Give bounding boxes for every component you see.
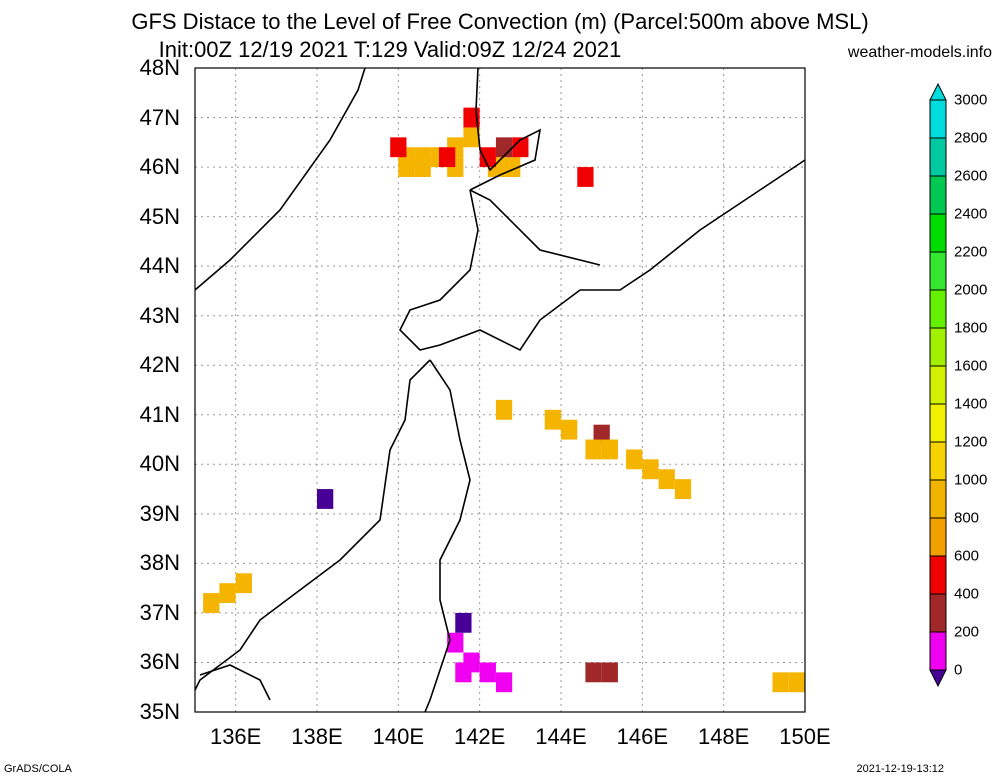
colorbar-segment bbox=[929, 593, 947, 633]
colorbar-label: 1400 bbox=[954, 395, 988, 413]
lat-label: 46N bbox=[139, 154, 180, 180]
colorbar-label: 1800 bbox=[954, 319, 988, 337]
colorbar-segment bbox=[929, 137, 947, 177]
field-cell-brown bbox=[601, 662, 618, 683]
lat-label: 44N bbox=[139, 253, 180, 279]
footer-left: GrADS/COLA bbox=[4, 763, 72, 775]
colorbar-label: 3000 bbox=[954, 91, 988, 109]
map-title: GFS Distace to the Level of Free Convect… bbox=[131, 9, 869, 34]
field-cell-pacific-band bbox=[674, 479, 692, 499]
colorbar-segment bbox=[929, 289, 947, 329]
field-cell-west bbox=[235, 573, 252, 594]
colorbar-label: 2000 bbox=[954, 281, 988, 299]
colorbar-label: 1600 bbox=[954, 357, 988, 375]
colorbar-segment bbox=[929, 479, 947, 519]
field-cell-purple bbox=[317, 489, 334, 509]
colorbar-segment bbox=[929, 403, 947, 443]
field-cell-sakhalin-south bbox=[463, 127, 480, 148]
lat-label: 45N bbox=[139, 203, 180, 229]
field-cell-magenta bbox=[447, 632, 464, 653]
field-cell-brown bbox=[495, 137, 513, 158]
footer-right: 2021-12-19-13:12 bbox=[856, 763, 944, 775]
colorbar-segment bbox=[929, 213, 947, 253]
map-frame bbox=[194, 67, 806, 713]
field-cell-sakhalin-south bbox=[398, 157, 415, 177]
colorbar bbox=[929, 82, 947, 688]
lat-label: 48N bbox=[139, 55, 180, 80]
lat-label: 47N bbox=[139, 104, 180, 130]
field-cell-sakhalin-red bbox=[512, 137, 529, 158]
colorbar-label: 200 bbox=[954, 623, 980, 641]
colorbar-label: 0 bbox=[954, 661, 963, 679]
lon-label: 150E bbox=[779, 724, 831, 749]
field-cell-east bbox=[788, 672, 805, 693]
lat-label: 35N bbox=[139, 699, 180, 724]
field-cell-magenta bbox=[479, 662, 496, 683]
field-cell-sakhalin-red bbox=[390, 137, 407, 158]
lat-label: 38N bbox=[139, 550, 180, 576]
colorbar-bottom-arrow bbox=[929, 669, 947, 688]
lat-label: 40N bbox=[139, 451, 180, 477]
field-cell-pacific-band bbox=[561, 419, 578, 440]
lon-label: 142E bbox=[453, 724, 506, 749]
field-cell-magenta bbox=[495, 672, 513, 693]
field-cell-pacific-band bbox=[642, 459, 659, 480]
field-cell-sakhalin-red bbox=[479, 147, 496, 168]
field-cells bbox=[203, 107, 805, 693]
colorbar-segment bbox=[929, 175, 947, 215]
field-cell-purple bbox=[455, 612, 472, 633]
field-cell-west bbox=[219, 583, 236, 604]
colorbar-segment bbox=[929, 441, 947, 481]
colorbar-label: 600 bbox=[954, 547, 980, 565]
field-cell-pacific-band bbox=[495, 399, 513, 420]
field-cell-sakhalin-south bbox=[414, 157, 431, 177]
colorbar-segment bbox=[929, 251, 947, 291]
lat-label: 37N bbox=[139, 599, 180, 625]
field-cell-brown bbox=[585, 662, 602, 683]
colorbar-label: 800 bbox=[954, 509, 980, 527]
colorbar-segment bbox=[929, 327, 947, 367]
lat-label: 43N bbox=[139, 302, 180, 328]
field-cell-magenta bbox=[455, 662, 472, 683]
lon-label: 144E bbox=[535, 724, 587, 749]
lon-label: 136E bbox=[209, 724, 262, 749]
lat-label: 42N bbox=[139, 352, 180, 378]
colorbar-segment bbox=[929, 99, 947, 139]
lat-label: 39N bbox=[139, 500, 180, 526]
field-cell-pacific-band bbox=[544, 409, 561, 430]
colorbar-segment bbox=[929, 365, 947, 405]
colorbar-segment bbox=[929, 631, 947, 671]
coastlines bbox=[194, 67, 806, 713]
lon-label: 138E bbox=[291, 724, 343, 749]
field-cell-west bbox=[203, 593, 220, 613]
lat-label: 36N bbox=[139, 649, 180, 675]
colorbar-label: 2800 bbox=[954, 129, 988, 147]
field-cell-pacific-band bbox=[585, 439, 602, 460]
field-cell-sakhalin-red bbox=[577, 167, 594, 187]
colorbar-top-arrow bbox=[929, 82, 947, 101]
lon-label: 140E bbox=[372, 724, 425, 749]
field-cell-east bbox=[772, 672, 789, 693]
colorbar-label: 2600 bbox=[954, 167, 988, 185]
map-subtitle: Init:00Z 12/19 2021 T:129 Valid:09Z 12/2… bbox=[158, 37, 622, 62]
colorbar-label: 1000 bbox=[954, 471, 988, 489]
colorbar-label: 2200 bbox=[954, 243, 988, 261]
field-cell-sakhalin-red bbox=[439, 147, 456, 168]
colorbar-label: 1200 bbox=[954, 433, 988, 451]
field-cell-pacific-band bbox=[626, 449, 643, 470]
lon-label: 148E bbox=[697, 724, 750, 749]
colorbar-label: 2400 bbox=[954, 205, 988, 223]
field-cell-pacific-band bbox=[658, 469, 675, 490]
lat-label: 41N bbox=[139, 401, 180, 427]
colorbar-segment bbox=[929, 517, 947, 557]
colorbar-segment bbox=[929, 555, 947, 595]
site-credit: weather-models.info bbox=[847, 44, 992, 61]
lon-label: 146E bbox=[616, 724, 669, 749]
field-cell-pacific-band bbox=[601, 439, 618, 460]
colorbar-label: 400 bbox=[954, 585, 980, 603]
